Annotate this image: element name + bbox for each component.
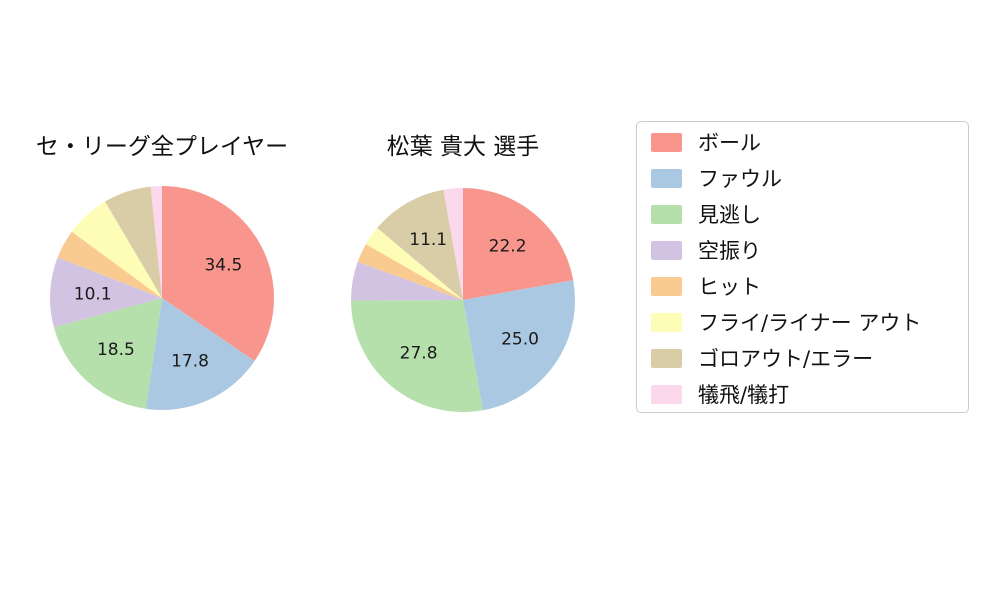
pie-value-label: 10.1 — [74, 284, 112, 304]
legend-label: ファウル — [698, 167, 782, 191]
pie-slice — [145, 298, 255, 410]
legend-swatch-fly-liner-out — [651, 312, 682, 332]
pie-slice — [463, 280, 575, 411]
pie-slice — [463, 188, 574, 300]
right-pie-title: 松葉 貴大 選手 — [386, 134, 540, 160]
legend-item: ファウル — [651, 160, 968, 196]
pie-slice — [162, 186, 274, 361]
pie-value-label: 25.0 — [501, 330, 539, 350]
pie-value-label: 18.5 — [97, 340, 135, 360]
pie-value-label: 17.8 — [171, 352, 209, 372]
legend-item: 見逃し — [651, 196, 968, 232]
legend-label: 犠飛/犠打 — [698, 383, 790, 407]
pie-slice — [50, 257, 162, 328]
pie-slice — [357, 244, 463, 300]
legend-item: ゴロアウト/エラー — [651, 340, 968, 376]
pie-slice — [53, 298, 162, 409]
legend-swatch-swinging — [651, 240, 682, 260]
pie-slice — [350, 261, 463, 301]
legend-label: ヒット — [698, 275, 761, 299]
legend-label: フライ/ライナー アウト — [698, 311, 922, 335]
legend-item: フライ/ライナー アウト — [651, 304, 968, 340]
pie-value-label: 27.8 — [400, 343, 438, 363]
pie-slice — [351, 300, 483, 412]
legend-label: 空振り — [698, 239, 761, 263]
legend-swatch-ball — [651, 132, 682, 152]
legend: ボール ファウル 見逃し 空振り ヒット フライ/ライナー アウト ゴロアウト/… — [636, 121, 969, 413]
legend-label: 見逃し — [698, 203, 761, 227]
legend-item: ヒット — [651, 268, 968, 304]
pie-slice — [57, 231, 162, 298]
legend-swatch-looking — [651, 204, 682, 224]
pie-slice — [365, 227, 463, 300]
pie-slice — [377, 189, 463, 300]
pie-slice — [71, 201, 162, 298]
legend-swatch-sacrifice — [651, 384, 682, 404]
legend-swatch-groundout-error — [651, 348, 682, 368]
legend-item: 空振り — [651, 232, 968, 268]
pie-slice — [150, 186, 162, 298]
left-pie-chart: 34.5 17.8 18.5 10.1 — [50, 186, 274, 410]
legend-label: ボール — [698, 131, 761, 155]
pie-value-label: 11.1 — [409, 230, 447, 250]
pie-value-label: 22.2 — [489, 237, 527, 257]
legend-item: ボール — [651, 124, 968, 160]
legend-label: ゴロアウト/エラー — [698, 347, 874, 371]
pie-value-label: 34.5 — [204, 256, 242, 276]
left-pie-title: セ・リーグ全プレイヤー — [35, 134, 289, 160]
legend-swatch-foul — [651, 168, 682, 188]
right-pie-chart: 22.2 25.0 27.8 11.1 — [350, 188, 575, 412]
legend-item: 犠飛/犠打 — [651, 376, 968, 412]
legend-swatch-hit — [651, 276, 682, 296]
pie-slice — [104, 186, 162, 298]
pie-slice — [443, 188, 463, 300]
